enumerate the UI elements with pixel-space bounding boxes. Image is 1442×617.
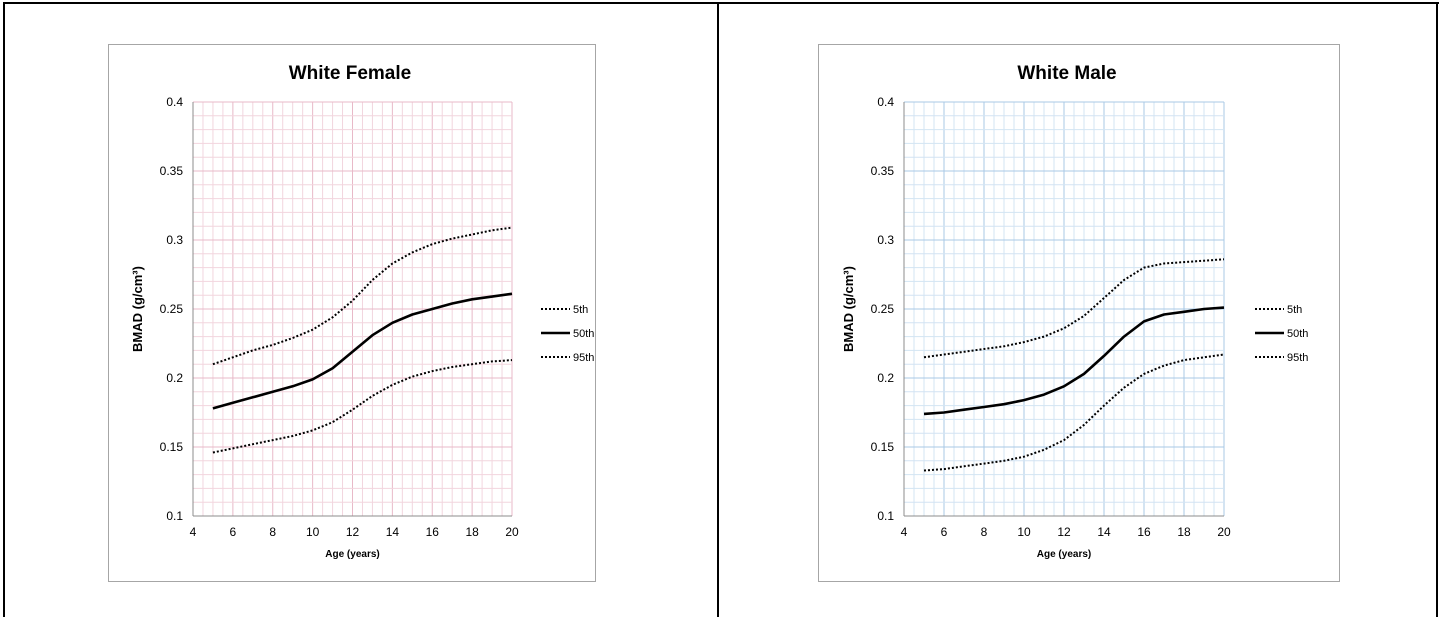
legend: 5th 50th 95th	[1255, 304, 1308, 364]
x-tick-label: 18	[465, 525, 479, 539]
y-axis-label: BMAD (g/cm³)	[841, 266, 856, 352]
y-tick-label: 0.15	[871, 440, 895, 454]
y-tick-label: 0.2	[166, 371, 183, 385]
y-axis-label: BMAD (g/cm³)	[130, 266, 145, 352]
y-tick-label: 0.2	[877, 371, 894, 385]
y-tick-label: 0.3	[166, 233, 183, 247]
chart-title: White Female	[289, 63, 411, 84]
series-line-95th	[212, 226, 513, 366]
y-tick-label: 0.1	[166, 509, 183, 523]
x-tick-label: 18	[1177, 525, 1191, 539]
legend: 5th 50th 95th	[541, 304, 594, 364]
y-tick-label: 0.25	[871, 302, 895, 316]
x-tick-label: 12	[346, 525, 360, 539]
y-tick-label: 0.25	[160, 302, 184, 316]
x-axis-label: Age (years)	[325, 549, 379, 560]
x-tick-label: 10	[306, 525, 320, 539]
legend-label: 50th	[1287, 328, 1308, 340]
y-tick-label: 0.35	[871, 164, 895, 178]
x-tick-label: 14	[1097, 525, 1111, 539]
x-tick-label: 4	[190, 525, 197, 539]
x-tick-label: 8	[981, 525, 988, 539]
legend-label: 5th	[1287, 304, 1302, 316]
legend-label: 95th	[1287, 352, 1308, 364]
legend-label: 95th	[573, 352, 594, 364]
x-axis-label: Age (years)	[1037, 549, 1091, 560]
y-tick-label: 0.15	[160, 440, 184, 454]
series-line-50th	[923, 306, 1225, 416]
x-tick-label: 8	[269, 525, 276, 539]
y-tick-label: 0.4	[877, 95, 894, 109]
chart-title: White Male	[1017, 63, 1116, 84]
x-tick-label: 16	[1137, 525, 1151, 539]
legend-label: 50th	[573, 328, 594, 340]
x-tick-label: 4	[901, 525, 908, 539]
x-tick-label: 20	[505, 525, 519, 539]
x-tick-label: 6	[230, 525, 237, 539]
y-tick-label: 0.3	[877, 233, 894, 247]
x-tick-label: 6	[941, 525, 948, 539]
series-line-50th	[212, 292, 513, 410]
x-tick-label: 14	[386, 525, 400, 539]
series-line-5th	[923, 353, 1225, 472]
x-tick-label: 10	[1017, 525, 1031, 539]
x-tick-label: 16	[426, 525, 440, 539]
x-tick-label: 12	[1057, 525, 1071, 539]
y-tick-label: 0.1	[877, 509, 894, 523]
y-tick-label: 0.35	[160, 164, 184, 178]
plot-grid	[903, 101, 1225, 517]
x-tick-label: 20	[1217, 525, 1231, 539]
legend-label: 5th	[573, 304, 588, 316]
chart-panel-male	[818, 44, 1340, 582]
y-tick-label: 0.4	[166, 95, 183, 109]
